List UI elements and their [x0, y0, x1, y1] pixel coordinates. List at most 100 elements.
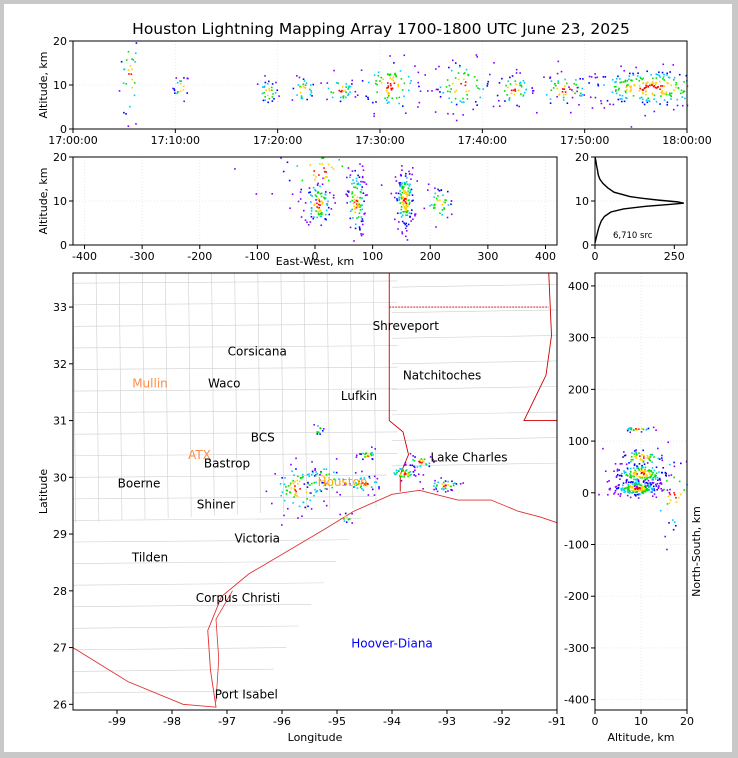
lightning-source [283, 483, 286, 486]
x-tick-label: 20 [680, 715, 694, 728]
lightning-source [337, 82, 339, 85]
lightning-source [336, 491, 338, 494]
lightning-source [625, 463, 628, 466]
lightning-source [312, 174, 315, 176]
lightning-source [655, 485, 658, 487]
lightning-source [658, 71, 660, 74]
lightning-source [400, 211, 402, 214]
lightning-source [408, 89, 410, 92]
lightning-source [363, 213, 365, 215]
lightning-source [364, 194, 367, 197]
lightning-source [414, 213, 416, 216]
lightning-source [268, 89, 271, 92]
lightning-source [435, 488, 437, 490]
lightning-source [673, 521, 676, 523]
lightning-source [300, 86, 303, 88]
lightning-source [318, 199, 320, 201]
lightning-source [604, 76, 607, 78]
lightning-source [398, 221, 400, 223]
lightning-source [657, 479, 659, 481]
lightning-source [349, 201, 352, 203]
lightning-source [282, 170, 285, 173]
lightning-source [408, 192, 411, 194]
y-tick-label: 29 [53, 528, 67, 541]
lightning-source [409, 215, 411, 218]
lightning-source [621, 462, 623, 465]
lightning-source [402, 196, 405, 199]
lightning-source [302, 501, 305, 504]
lightning-source [457, 78, 460, 81]
lightning-source [359, 183, 361, 186]
lightning-source [655, 87, 658, 89]
lightning-source [351, 522, 354, 524]
lightning-source [635, 478, 637, 481]
lightning-source [643, 490, 645, 493]
lightning-source [620, 100, 623, 103]
lightning-source [659, 482, 661, 485]
lightning-source [615, 485, 618, 488]
lightning-source [666, 82, 668, 84]
lightning-source [643, 87, 646, 90]
city-label: Bastrop [204, 457, 250, 471]
lightning-source [358, 203, 361, 205]
lightning-source [326, 204, 329, 207]
lightning-source [293, 487, 295, 490]
lightning-source [569, 111, 572, 114]
lightning-source [467, 73, 469, 76]
lightning-source [631, 492, 633, 494]
lightning-source [408, 173, 411, 175]
lightning-source [620, 489, 623, 491]
lightning-source [442, 488, 445, 491]
lightning-source [663, 488, 665, 491]
lightning-source [560, 70, 563, 73]
lightning-source [453, 482, 456, 484]
lightning-source [388, 92, 391, 95]
lightning-source [632, 485, 634, 488]
lightning-source [323, 482, 325, 484]
lightning-source [356, 217, 358, 219]
lightning-source [477, 87, 479, 89]
lightning-source [274, 92, 277, 94]
lightning-source [295, 457, 297, 460]
lightning-source [399, 184, 401, 186]
lightning-source [320, 82, 322, 84]
lightning-source [653, 85, 656, 87]
lightning-source [374, 481, 376, 484]
lightning-source [331, 486, 334, 489]
x-axis-label: Longitude [288, 731, 343, 744]
lightning-source [594, 76, 597, 79]
lightning-source [629, 474, 632, 477]
lightning-source [367, 81, 370, 84]
lightning-source [400, 216, 403, 218]
lightning-source [303, 483, 306, 485]
lightning-source [635, 66, 637, 69]
lightning-source [425, 463, 427, 465]
lightning-source [411, 464, 414, 467]
lightning-source [644, 484, 647, 487]
lightning-source [650, 73, 653, 76]
lightning-source [624, 96, 627, 99]
x-tick-label: 17:30:00 [355, 134, 404, 147]
lightning-source [447, 490, 449, 492]
lightning-source [669, 92, 671, 95]
lightning-source [305, 82, 308, 85]
lightning-source [618, 469, 620, 471]
lightning-source [617, 75, 619, 78]
lightning-source [405, 181, 408, 183]
lightning-source [261, 92, 264, 95]
lightning-source [362, 482, 364, 484]
lightning-source [127, 69, 130, 71]
lightning-source [651, 473, 653, 476]
lightning-source [317, 203, 320, 206]
state-border [523, 272, 557, 422]
lightning-source [467, 74, 470, 77]
lightning-source [360, 234, 363, 237]
lightning-source [401, 185, 404, 188]
lightning-source [661, 91, 664, 93]
lightning-source [314, 474, 317, 477]
lightning-source [133, 82, 136, 84]
lightning-source [270, 86, 273, 89]
lightning-source [390, 87, 392, 90]
lightning-source [579, 94, 581, 97]
lightning-source [440, 189, 443, 191]
